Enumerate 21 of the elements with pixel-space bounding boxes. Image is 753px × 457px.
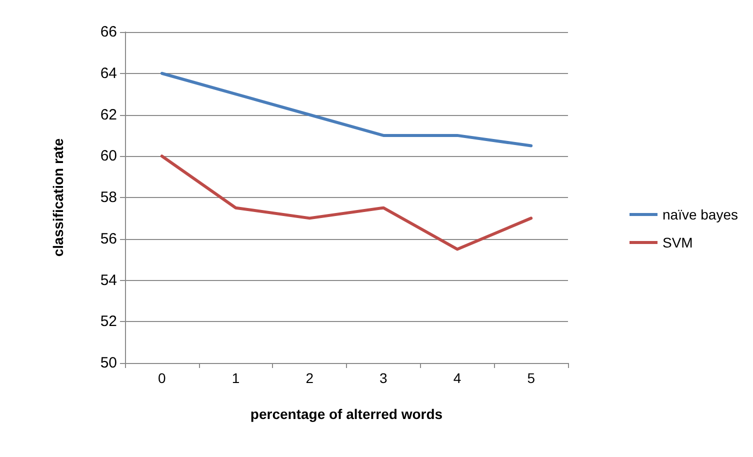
y-tick-label: 52 bbox=[100, 313, 117, 330]
legend-label: SVM bbox=[662, 234, 693, 250]
y-axis-title: classification rate bbox=[50, 138, 66, 257]
legend-label: naïve bayes bbox=[662, 206, 738, 222]
x-tick-label: 2 bbox=[306, 370, 314, 386]
line-series bbox=[160, 72, 533, 148]
y-tick-label: 50 bbox=[100, 354, 117, 372]
x-tick-label: 3 bbox=[380, 370, 388, 386]
y-tick-label: 60 bbox=[100, 148, 117, 165]
y-tick-label: 62 bbox=[100, 106, 117, 124]
x-tick-label: 4 bbox=[453, 370, 462, 386]
y-tick-label: 54 bbox=[100, 272, 117, 289]
line-series bbox=[160, 154, 533, 251]
x-tick-label: 5 bbox=[527, 370, 536, 386]
y-tick-label: 58 bbox=[100, 189, 117, 206]
x-axis-title: percentage of alterred words bbox=[250, 406, 443, 422]
y-tick-label: 66 bbox=[100, 24, 117, 40]
y-tick-label: 64 bbox=[100, 64, 117, 82]
x-tick-label: 0 bbox=[158, 370, 166, 386]
x-tick-label: 1 bbox=[232, 370, 240, 386]
y-tick-label: 56 bbox=[100, 230, 117, 248]
